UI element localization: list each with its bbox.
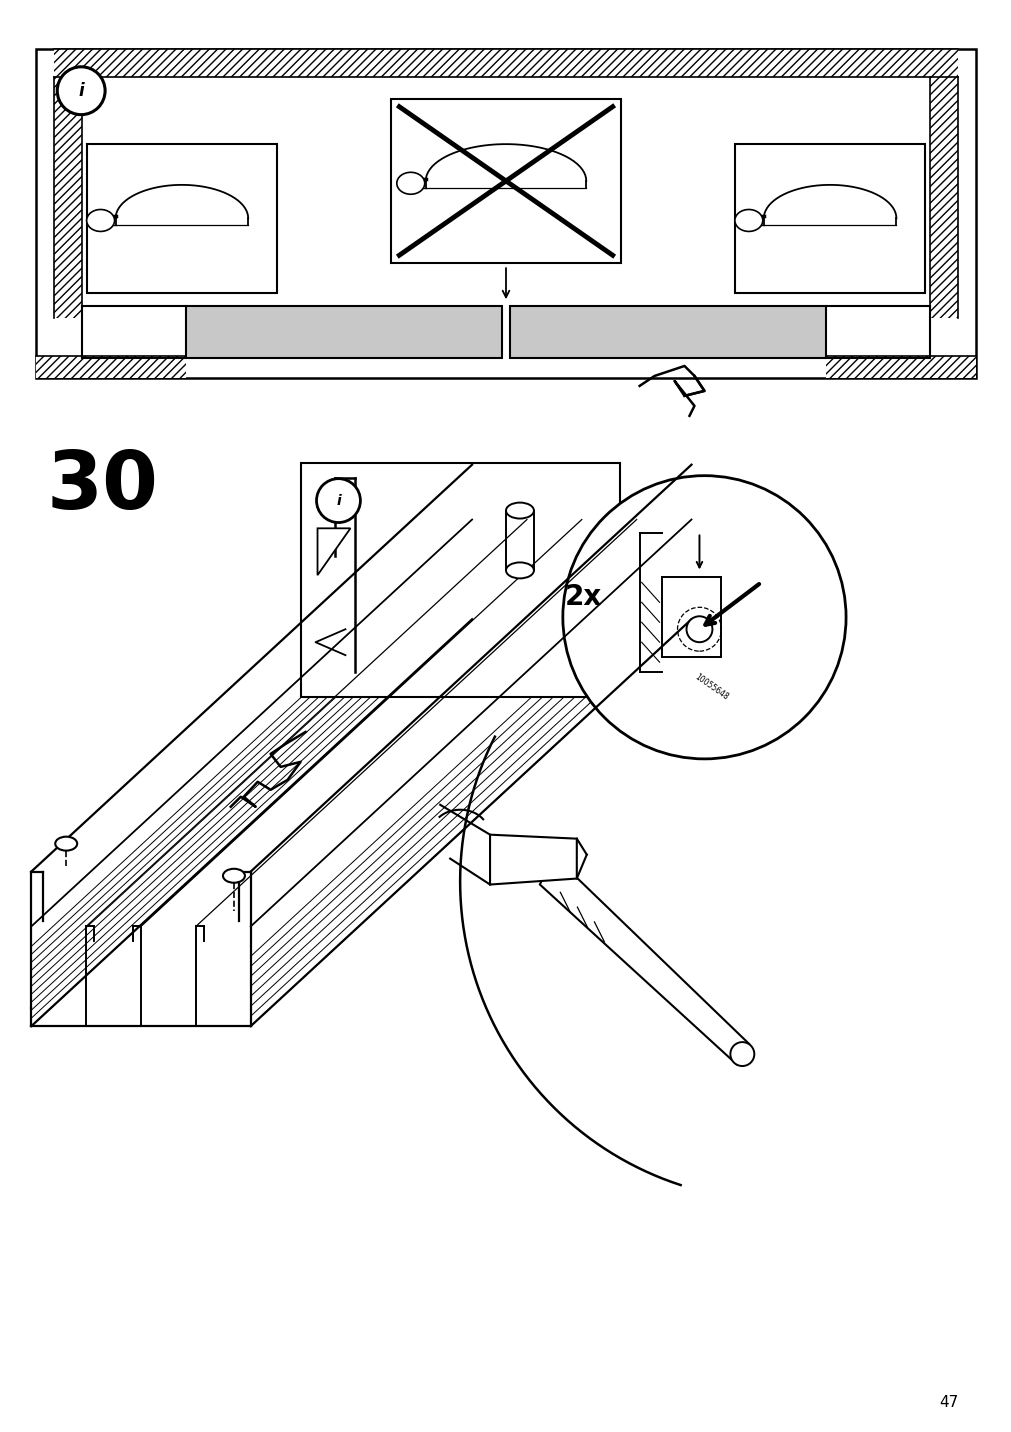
Text: 47: 47 <box>938 1395 957 1409</box>
Circle shape <box>562 475 845 759</box>
Bar <box>55 77 82 318</box>
Polygon shape <box>317 528 350 576</box>
Text: i: i <box>336 494 341 507</box>
Text: 2x: 2x <box>564 583 602 611</box>
Bar <box>87 143 276 294</box>
Circle shape <box>58 67 105 115</box>
Bar <box>36 357 186 378</box>
Bar <box>186 306 501 358</box>
Circle shape <box>685 616 712 642</box>
Bar <box>55 49 956 77</box>
Text: i: i <box>78 82 84 100</box>
Text: 30: 30 <box>47 448 158 526</box>
Bar <box>391 99 620 263</box>
Polygon shape <box>489 835 576 885</box>
Circle shape <box>316 478 360 523</box>
Ellipse shape <box>734 209 762 232</box>
Bar <box>929 77 956 318</box>
Polygon shape <box>540 855 748 1064</box>
Bar <box>36 49 975 378</box>
Circle shape <box>730 1042 753 1065</box>
Text: 10055648: 10055648 <box>693 672 729 702</box>
Ellipse shape <box>396 172 425 195</box>
Bar <box>300 463 619 697</box>
Bar <box>735 143 924 294</box>
Bar <box>510 306 825 358</box>
Ellipse shape <box>56 836 77 851</box>
Bar <box>825 357 975 378</box>
Ellipse shape <box>506 563 534 579</box>
Ellipse shape <box>506 503 534 518</box>
Ellipse shape <box>87 209 114 232</box>
Ellipse shape <box>222 869 245 882</box>
